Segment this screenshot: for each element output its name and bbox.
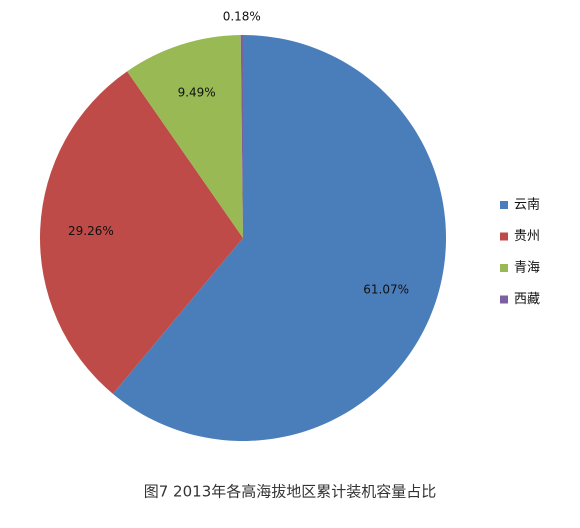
legend-label: 云南 — [514, 197, 540, 213]
legend-label: 青海 — [514, 261, 540, 276]
value-label: 29.26% — [68, 224, 114, 238]
pie-slice — [127, 35, 243, 238]
legend-swatch — [500, 232, 508, 241]
legend-label: 贵州 — [514, 229, 540, 244]
value-label: 9.49% — [178, 85, 216, 99]
pie-slice — [39, 71, 243, 394]
pie-slice — [112, 35, 447, 442]
legend-label: 西藏 — [514, 292, 540, 307]
value-label: 0.18% — [223, 10, 261, 24]
chart-caption: 图7 2013年各高海拔地区累计装机容量占比 — [144, 483, 437, 501]
value-label: 61.07% — [363, 282, 409, 296]
legend-swatch — [500, 264, 508, 272]
legend-swatch — [500, 201, 508, 209]
legend-swatch — [500, 295, 508, 304]
pie-slice — [240, 35, 243, 238]
